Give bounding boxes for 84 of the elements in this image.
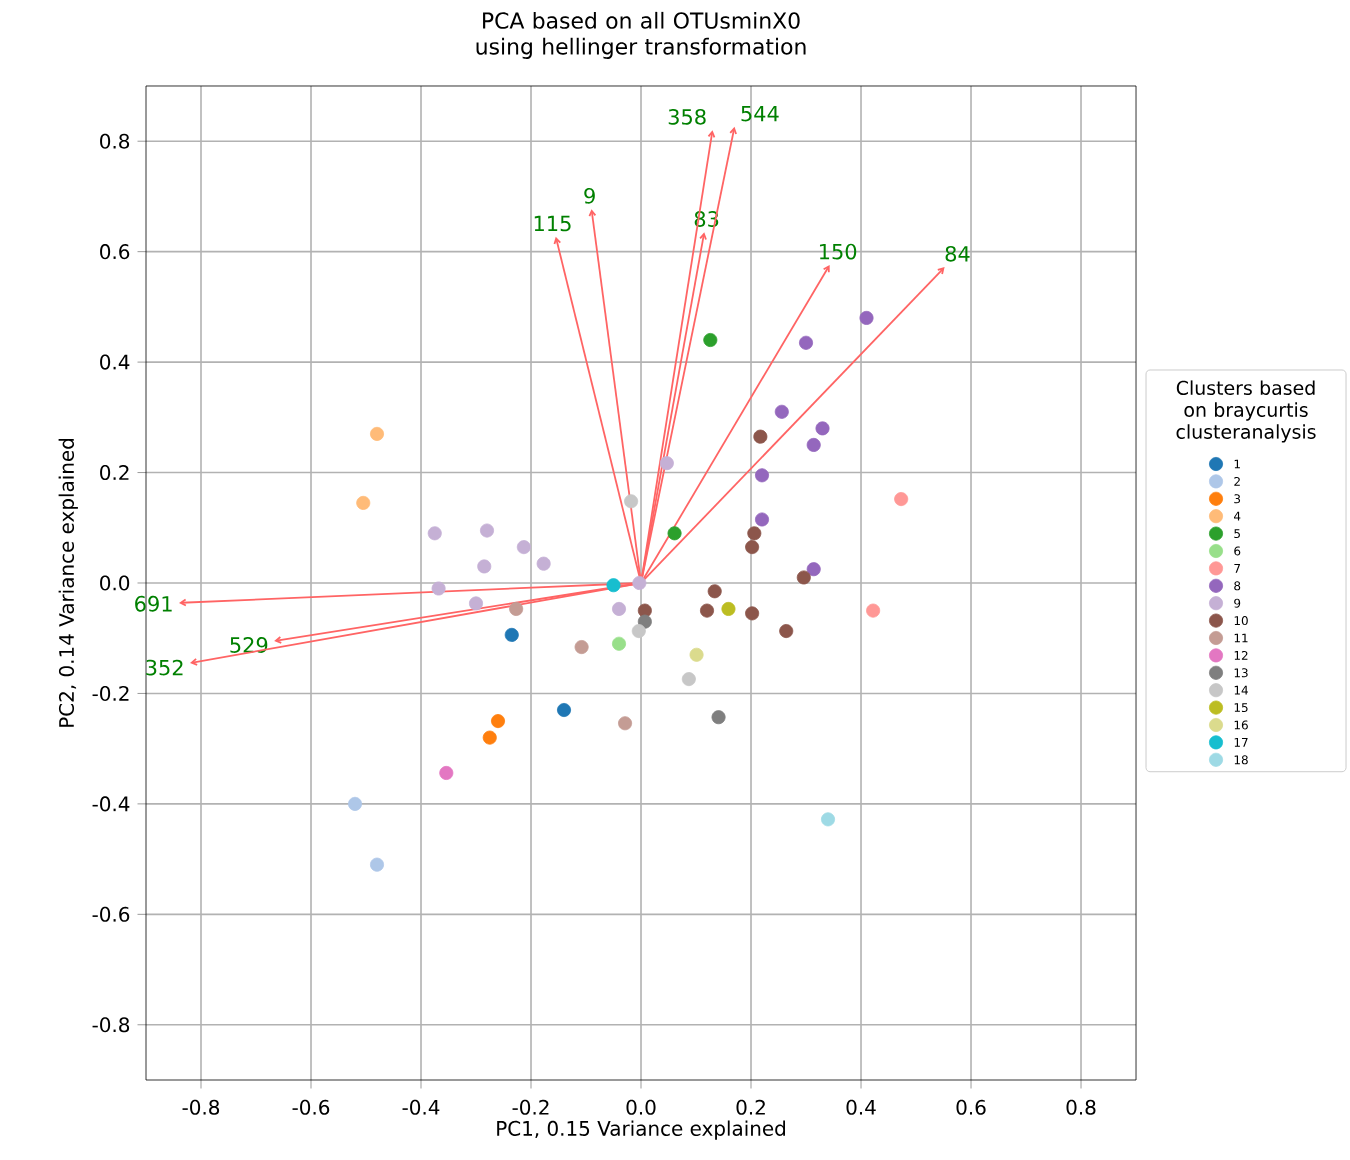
y-tick-label: 0.6 (100, 244, 130, 260)
point (491, 714, 506, 729)
point (721, 601, 736, 616)
point (894, 492, 909, 507)
y-tick-label: 0.4 (100, 354, 130, 370)
point (439, 765, 454, 780)
point (612, 636, 627, 651)
x-tick-label: -0.2 (512, 1099, 549, 1115)
point (753, 429, 768, 444)
y-axis-title: PC2, 0.14 Variance explained (58, 439, 78, 727)
point (681, 672, 696, 687)
point (859, 310, 874, 325)
point (755, 512, 770, 527)
point (516, 540, 531, 555)
point (624, 494, 639, 509)
point (618, 716, 633, 731)
point (866, 603, 881, 618)
point (745, 540, 760, 555)
series-label: 150 (819, 243, 857, 260)
point (477, 559, 492, 574)
point (815, 421, 830, 436)
series-label: 691 (135, 595, 172, 612)
x-tick-label: 0.8 (1066, 1099, 1096, 1115)
point (821, 812, 836, 827)
point (711, 710, 726, 725)
y-tick-label: -0.8 (92, 1017, 130, 1033)
point (779, 624, 794, 639)
point (612, 601, 627, 616)
series-label: 352 (146, 659, 183, 676)
point (504, 627, 519, 642)
series-label: 84 (945, 245, 970, 262)
point (707, 584, 722, 599)
y-tick-label: 0.8 (100, 133, 130, 149)
point (557, 703, 572, 718)
point (356, 495, 371, 510)
point (370, 857, 384, 872)
point (431, 581, 446, 596)
x-tick-label: 0.4 (846, 1099, 876, 1115)
point (370, 426, 384, 441)
point (774, 404, 789, 419)
y-tick-label: -0.6 (92, 906, 130, 922)
x-tick-label: -0.4 (402, 1099, 440, 1115)
point (480, 523, 495, 538)
series-label: 544 (741, 105, 779, 122)
point (806, 562, 821, 577)
point (745, 606, 760, 621)
x-tick-label: -0.8 (182, 1099, 220, 1115)
x-tick-label: 0.0 (626, 1099, 656, 1115)
point (482, 730, 497, 745)
point (536, 556, 551, 571)
y-tick-label: 0.2 (100, 464, 129, 481)
series-label: 358 (668, 108, 706, 125)
point (632, 576, 647, 590)
point (637, 614, 652, 629)
x-tick-label: 0.6 (956, 1099, 986, 1115)
point (469, 596, 484, 611)
y-tick-label: -0.2 (92, 685, 129, 701)
x-axis-title: PC1, 0.15 Variance explained (497, 1120, 785, 1140)
series-label: 115 (534, 215, 571, 232)
point (509, 601, 524, 616)
chart-title: PCA based on all OTUsminX0 using hellinger transformation (476, 11, 806, 59)
point (806, 437, 821, 452)
series-label: 9 (584, 187, 595, 204)
series-label: 529 (230, 637, 268, 653)
legend-title: Clusters based on braycurtis clusteranalysis (1176, 380, 1316, 443)
point (700, 603, 715, 618)
point (348, 796, 362, 811)
y-tick-label: 0.0 (100, 575, 130, 591)
point (659, 456, 674, 471)
point (755, 468, 770, 483)
x-tick-label: 0.2 (736, 1099, 765, 1115)
x-tick-label: -0.6 (292, 1099, 330, 1115)
point (799, 335, 814, 350)
point (667, 526, 682, 541)
point (796, 570, 811, 585)
point (427, 526, 442, 541)
point (631, 624, 646, 639)
point (574, 640, 589, 655)
point (703, 333, 718, 348)
point (606, 578, 621, 593)
point (637, 603, 652, 618)
point (747, 526, 762, 541)
y-tick-label: -0.4 (92, 796, 130, 812)
point (689, 647, 704, 662)
